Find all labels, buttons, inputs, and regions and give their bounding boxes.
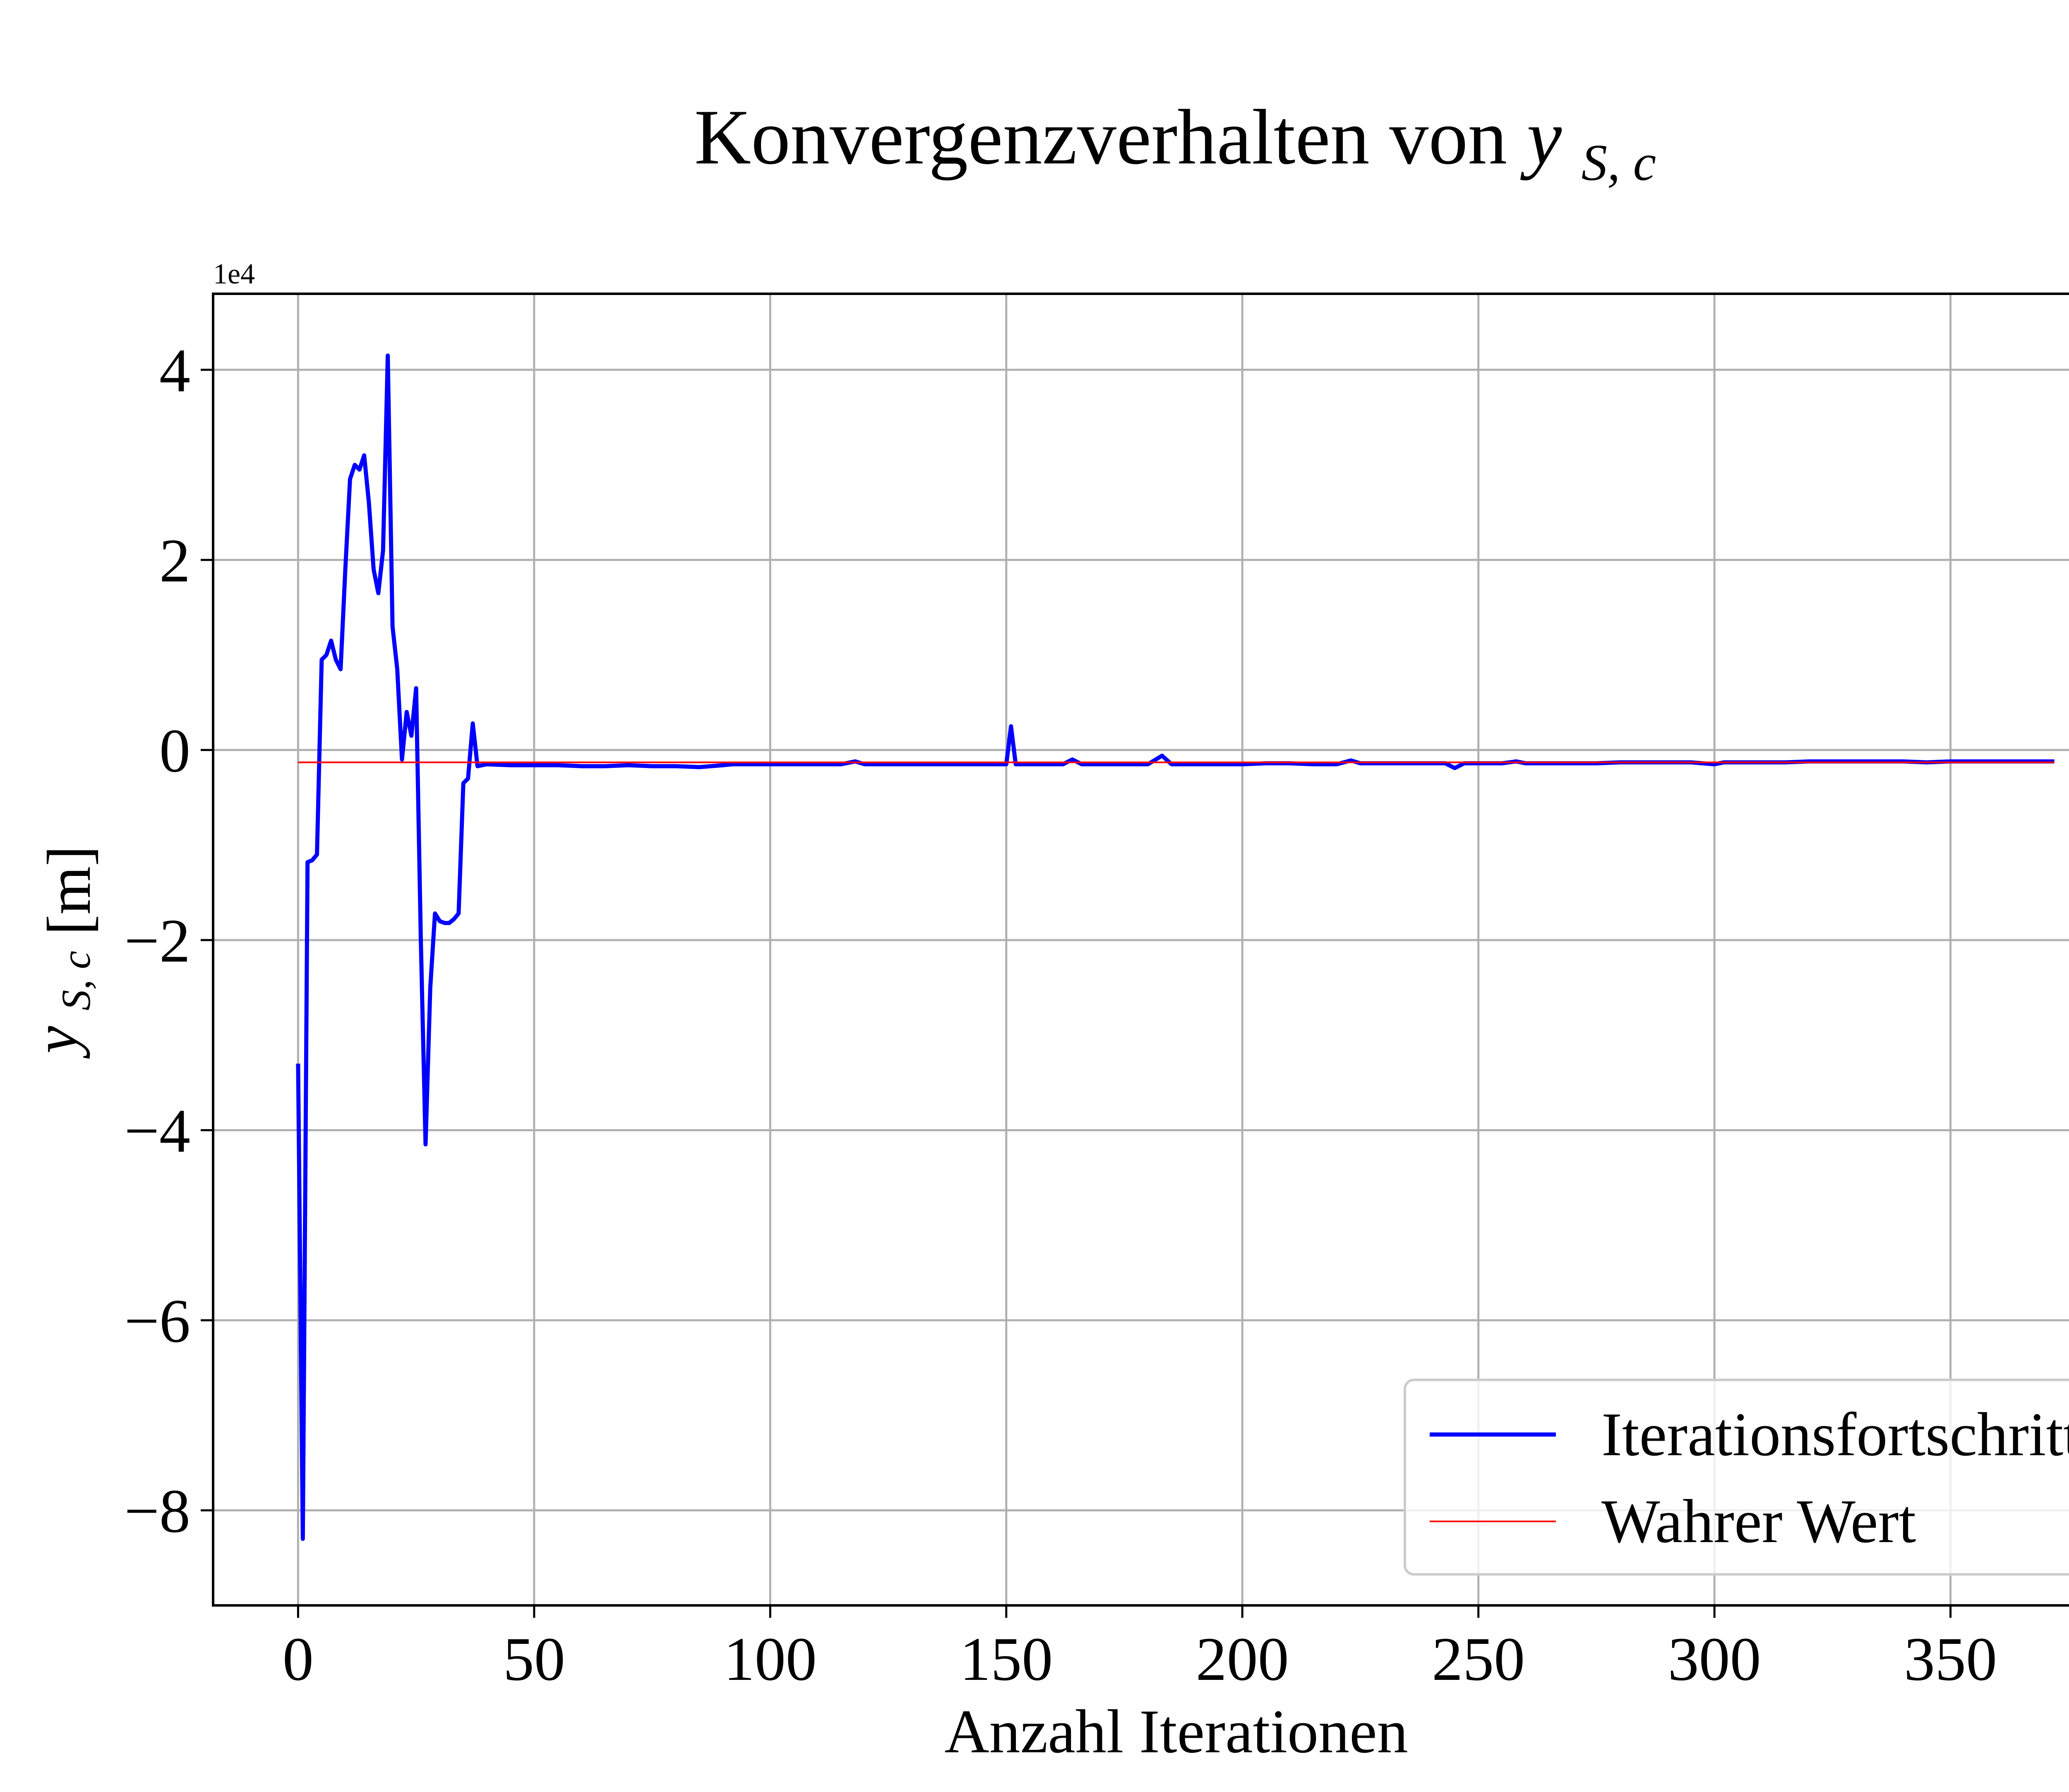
- plot-frame: [212, 293, 2069, 1607]
- y-axis: 4 2 0 −2 −4 −6 −8: [124, 336, 213, 1545]
- x-tick-label: 50: [503, 1625, 565, 1694]
- y-offset-label: 1e4: [213, 258, 255, 290]
- legend-label-iterationsfortschritt: Iterationsfortschritt: [1601, 1400, 2069, 1469]
- grid: [213, 294, 2069, 1605]
- y-tick-label: 0: [159, 717, 190, 785]
- x-tick-label: 100: [724, 1625, 817, 1694]
- x-tick-label: 300: [1668, 1625, 1761, 1694]
- chart-title-math-base: y: [1520, 94, 1562, 181]
- plot-series: [296, 353, 2055, 1541]
- x-tick-label: 200: [1196, 1625, 1289, 1694]
- y-tick-label: −4: [124, 1096, 190, 1165]
- y-tick-label: 2: [159, 526, 190, 595]
- x-tick-label: 350: [1904, 1625, 1997, 1694]
- chart-title: Konvergenzverhalten von y S, c: [694, 94, 1656, 192]
- y-tick-label: −6: [124, 1287, 190, 1355]
- y-tick-label: −2: [124, 907, 190, 975]
- y-axis-label-unit: [m]: [35, 846, 103, 936]
- x-axis: 0 50 100 150 200 250 300 350: [283, 1605, 1997, 1694]
- x-tick-label: 250: [1432, 1625, 1525, 1694]
- chart-title-math-subscript: S, c: [1582, 134, 1656, 192]
- x-axis-label: Anzahl Iterationen: [944, 1697, 1408, 1766]
- legend-label-wahrer-wert: Wahrer Wert: [1601, 1487, 1916, 1556]
- y-axis-label-subscript: S, c: [53, 951, 99, 1010]
- legend-box: [1404, 1379, 2069, 1576]
- svg-text:Konvergenzverhalten von: Konvergenzverhalten von y S, c: [694, 94, 1656, 192]
- chart-title-text: Konvergenzverhalten von: [694, 94, 1507, 181]
- y-tick-label: −8: [124, 1477, 190, 1545]
- y-tick-label: 4: [159, 336, 190, 405]
- y-axis-label-base: y: [22, 1026, 90, 1059]
- legend: Iterationsfortschritt Wahrer Wert: [1404, 1379, 2069, 1576]
- x-tick-label: 150: [960, 1625, 1053, 1694]
- y-axis-label: y S, c [m]: [22, 846, 103, 1059]
- x-tick-label: 0: [283, 1625, 314, 1694]
